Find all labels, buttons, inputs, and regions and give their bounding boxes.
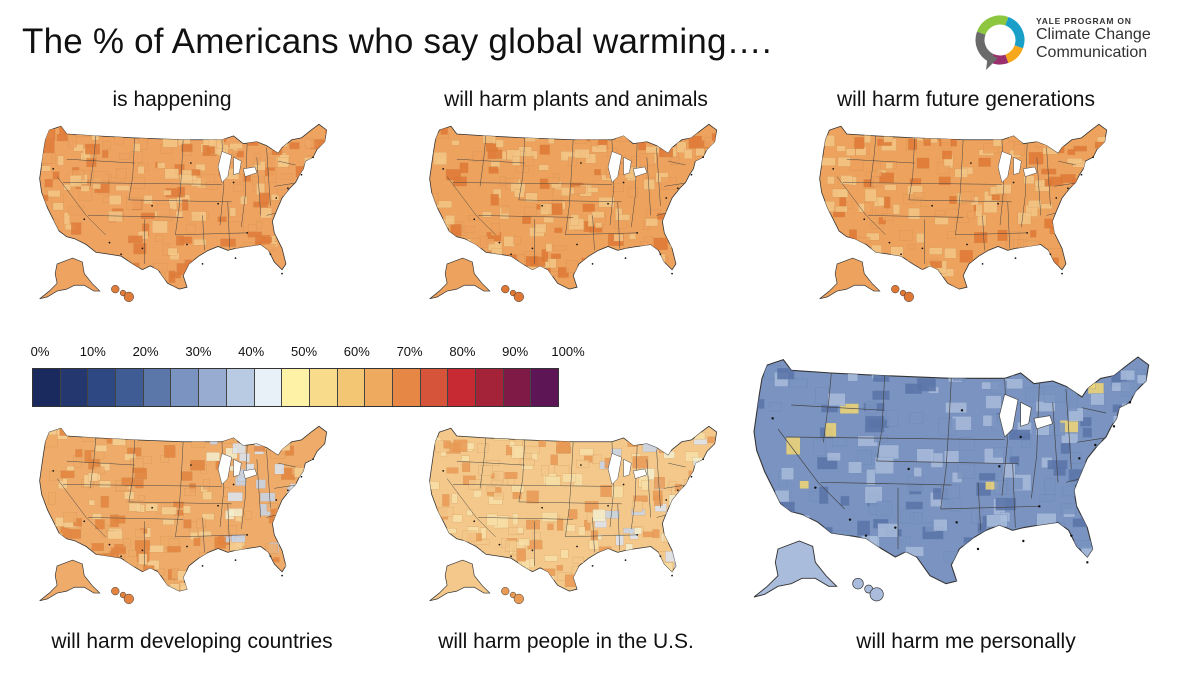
legend-tick-label: 70% — [396, 344, 423, 359]
legend-tick-label: 10% — [79, 344, 106, 359]
legend-swatch — [392, 369, 421, 406]
legend-swatch — [282, 369, 310, 406]
legend-swatch — [88, 369, 117, 406]
legend-color-bar — [32, 368, 560, 407]
legend-tick-label: 0% — [30, 344, 50, 359]
us-map-harm-me-personally — [738, 348, 1178, 610]
legend-swatch — [171, 369, 200, 406]
legend-tick-label: 60% — [343, 344, 370, 359]
legend-swatch — [254, 369, 283, 406]
legend-swatch — [365, 369, 393, 406]
us-map-harm-people-us — [418, 420, 738, 610]
legend-swatch — [226, 369, 255, 406]
logo-line3: Communication — [1036, 44, 1148, 61]
legend-tick-label: 40% — [238, 344, 265, 359]
us-map-harm-developing-countries — [28, 420, 348, 610]
yale-logo: YALE PROGRAM ON Climate Change Communica… — [970, 8, 1190, 78]
alaska — [39, 257, 101, 300]
us-map-is-happening — [28, 118, 348, 308]
caption-map-6: will harm me personally — [856, 630, 1076, 653]
us-map-harm-plants-animals — [418, 118, 738, 308]
legend-swatch — [476, 369, 504, 406]
legend-tick-label: 50% — [290, 344, 318, 359]
caption-map-1: is happening — [112, 88, 232, 111]
caption-map-4: will harm developing countries — [51, 630, 333, 653]
legend-swatch — [143, 369, 172, 406]
caption-map-2: will harm plants and animals — [444, 88, 708, 111]
legend-swatch — [531, 369, 559, 406]
legend-swatch — [116, 369, 144, 406]
caption-map-5: will harm people in the U.S. — [438, 630, 694, 653]
alaska — [39, 559, 101, 602]
legend-tick-label: 20% — [132, 344, 159, 359]
alaska — [753, 540, 838, 598]
logo-line2: Climate Change — [1036, 26, 1151, 43]
logo-line1: YALE PROGRAM ON — [1036, 16, 1132, 26]
legend-swatch — [337, 369, 366, 406]
legend-swatch — [420, 369, 449, 406]
legend-tick-label: 100% — [551, 344, 585, 359]
color-scale-legend: 0% 10% 20% 30% 40% 50% 60% 70% 80% 90% 100% — [30, 344, 590, 408]
legend-swatch — [33, 369, 61, 406]
legend-swatch — [503, 369, 532, 406]
legend-tick-label: 80% — [449, 344, 476, 359]
page-title: The % of Americans who say global warmin… — [22, 22, 772, 61]
legend-swatch — [309, 369, 338, 406]
legend-swatch — [199, 369, 227, 406]
caption-map-3: will harm future generations — [837, 88, 1095, 111]
legend-swatch — [448, 369, 476, 406]
legend-tick-label: 30% — [185, 344, 212, 359]
alaska — [429, 559, 491, 602]
legend-swatch — [60, 369, 89, 406]
legend-tick-label: 90% — [502, 344, 529, 359]
alaska — [429, 257, 491, 300]
logo-ring-icon — [975, 15, 1025, 70]
alaska — [819, 257, 881, 300]
us-map-harm-future-generations — [808, 118, 1128, 308]
